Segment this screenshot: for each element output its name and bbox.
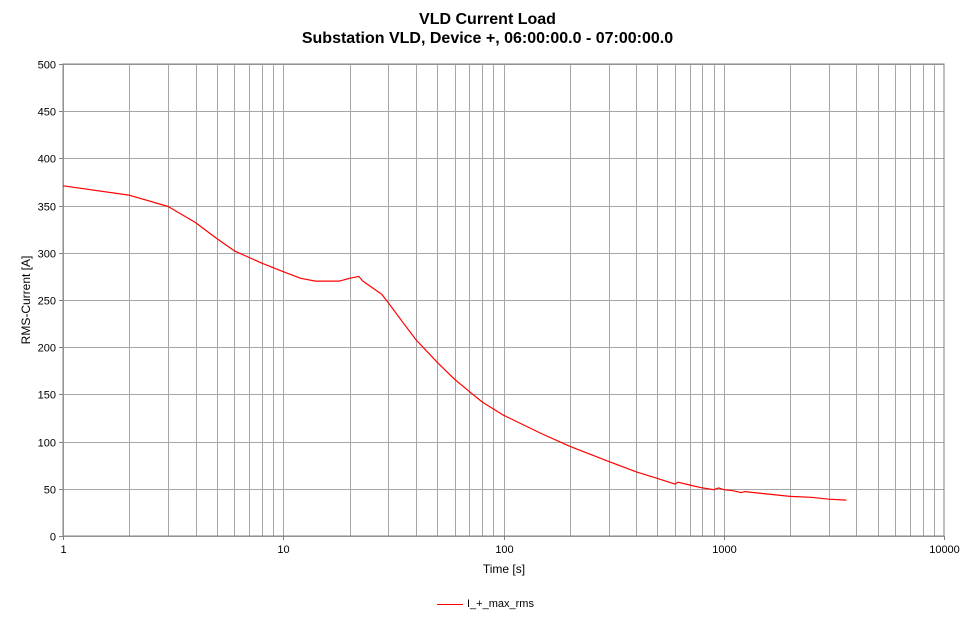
x-axis-label: Time [s] [483,562,525,576]
x-tick-label: 1000 [712,544,736,556]
y-tick-label: 100 [38,438,56,450]
horizontal-gridlines [63,64,944,537]
legend-series-label: I_+_max_rms [467,598,534,610]
y-tick-label: 50 [44,485,56,497]
series-group [62,185,847,501]
y-tick-label: 200 [38,343,56,355]
y-tick-label: 450 [38,107,56,119]
legend-swatch [437,603,463,605]
y-tick-label: 500 [38,60,56,72]
y-tick-label: 300 [38,249,56,261]
y-axis-tick-labels: 0 50 100 150 200 250 300 350 400 450 500 [38,60,63,544]
x-tick-label: 1 [60,544,66,556]
series-line-I_+_max_rms [62,185,847,501]
x-tick-label: 10000 [929,544,960,556]
y-tick-label: 150 [38,390,56,402]
x-tick-label: 100 [495,544,513,556]
x-axis-tick-labels: 1 10 100 1000 10000 [60,536,960,556]
y-tick-label: 400 [38,154,56,166]
chart-subtitle: Substation VLD, Device +, 06:00:00.0 - 0… [301,30,674,47]
y-tick-label: 350 [38,202,56,214]
legend: I_+_max_rms [437,596,534,612]
chart-title: VLD Current Load [419,11,556,28]
y-tick-label: 0 [50,532,56,544]
x-tick-label: 10 [277,544,289,556]
y-tick-label: 250 [38,296,56,308]
y-axis-label: RMS-Current [A] [19,256,33,345]
